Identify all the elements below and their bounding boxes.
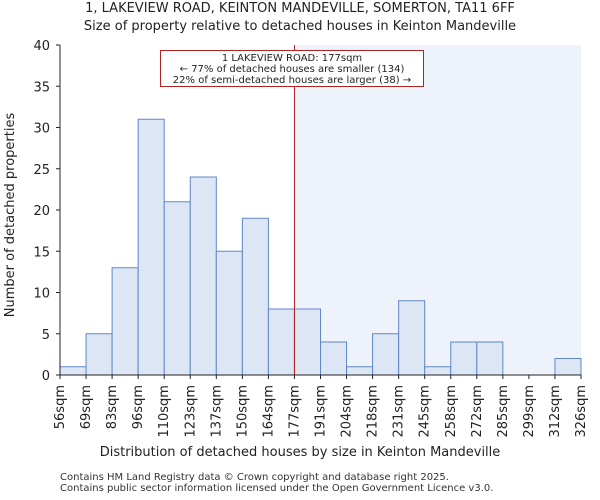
bar-110sqm [163, 201, 191, 376]
bar-191sqm [320, 341, 348, 376]
annotation-line-3: 22% of semi-detached houses are larger (… [172, 75, 412, 86]
x-tick-label: 150sqm [235, 385, 250, 438]
x-tick-label: 83sqm [105, 385, 120, 429]
bar-137sqm [215, 250, 243, 376]
bar-69sqm [85, 333, 113, 376]
bar-245sqm [424, 366, 452, 376]
x-tick-label: 245sqm [418, 385, 433, 438]
highlight-region [294, 45, 581, 375]
bar-56sqm [59, 366, 87, 376]
annotation-line-1: 1 LAKEVIEW ROAD: 177sqm [221, 53, 363, 64]
bar-150sqm [241, 217, 269, 376]
y-tick-label: 10 [33, 287, 50, 302]
x-tick-label: 123sqm [183, 385, 198, 438]
footer-attribution: Contains HM Land Registry data © Crown c… [60, 472, 493, 494]
x-tick-label: 110sqm [157, 385, 172, 438]
x-tick-label: 326sqm [574, 385, 589, 438]
x-tick-label: 69sqm [79, 385, 94, 429]
bar-258sqm [450, 341, 478, 376]
annotation-line-2: ← 77% of detached houses are smaller (13… [179, 64, 405, 75]
y-axis-label: Number of detached properties [3, 113, 18, 318]
y-tick-label: 35 [33, 80, 50, 95]
chart-title: 1, LAKEVIEW ROAD, KEINTON MANDEVILLE, SO… [0, 0, 600, 36]
title-line-2: Size of property relative to detached ho… [83, 19, 517, 34]
x-tick-label: 137sqm [209, 385, 224, 438]
bar-204sqm [346, 366, 374, 376]
x-axis-ticks: 56sqm 69sqm 83sqm 96sqm 110sqm 123sqm 137sqm 15… [53, 375, 589, 438]
x-tick-label: 312sqm [548, 385, 563, 438]
x-tick-label: 56sqm [53, 385, 68, 429]
x-axis-label: Distribution of detached houses by size … [100, 445, 501, 460]
x-tick-label: 299sqm [522, 385, 537, 438]
y-tick-label: 5 [42, 328, 50, 343]
y-axis-ticks: 0 5 10 15 20 25 30 35 40 [33, 39, 60, 384]
y-tick-label: 40 [33, 39, 50, 54]
y-tick-label: 0 [42, 369, 50, 384]
x-tick-label: 164sqm [261, 385, 276, 438]
x-tick-label: 96sqm [131, 385, 146, 429]
bar-164sqm [267, 308, 295, 376]
x-tick-label: 218sqm [366, 385, 381, 438]
footer-line-1: Contains HM Land Registry data © Crown c… [60, 472, 449, 483]
x-tick-label: 191sqm [314, 385, 329, 438]
y-tick-label: 20 [33, 204, 50, 219]
bar-272sqm [476, 341, 504, 376]
bar-218sqm [372, 333, 400, 376]
x-tick-label: 285sqm [496, 385, 511, 438]
bar-123sqm [189, 176, 217, 376]
bar-312sqm [554, 358, 582, 376]
x-tick-label: 204sqm [340, 385, 355, 438]
x-tick-label: 177sqm [287, 385, 302, 438]
bar-83sqm [111, 267, 139, 376]
footer-line-2: Contains public sector information licen… [60, 483, 494, 494]
x-tick-label: 258sqm [444, 385, 459, 438]
title-line-1: 1, LAKEVIEW ROAD, KEINTON MANDEVILLE, SO… [85, 1, 515, 16]
bar-96sqm [137, 118, 165, 376]
property-annotation-box: 1 LAKEVIEW ROAD: 177sqm ← 77% of detache… [160, 50, 424, 87]
y-tick-label: 25 [33, 163, 50, 178]
bars-group [59, 118, 582, 376]
x-tick-label: 272sqm [470, 385, 485, 438]
bar-231sqm [398, 300, 426, 376]
y-tick-label: 30 [33, 122, 50, 137]
y-tick-label: 15 [33, 245, 50, 260]
x-tick-label: 231sqm [392, 385, 407, 438]
bar-177sqm [293, 308, 322, 376]
